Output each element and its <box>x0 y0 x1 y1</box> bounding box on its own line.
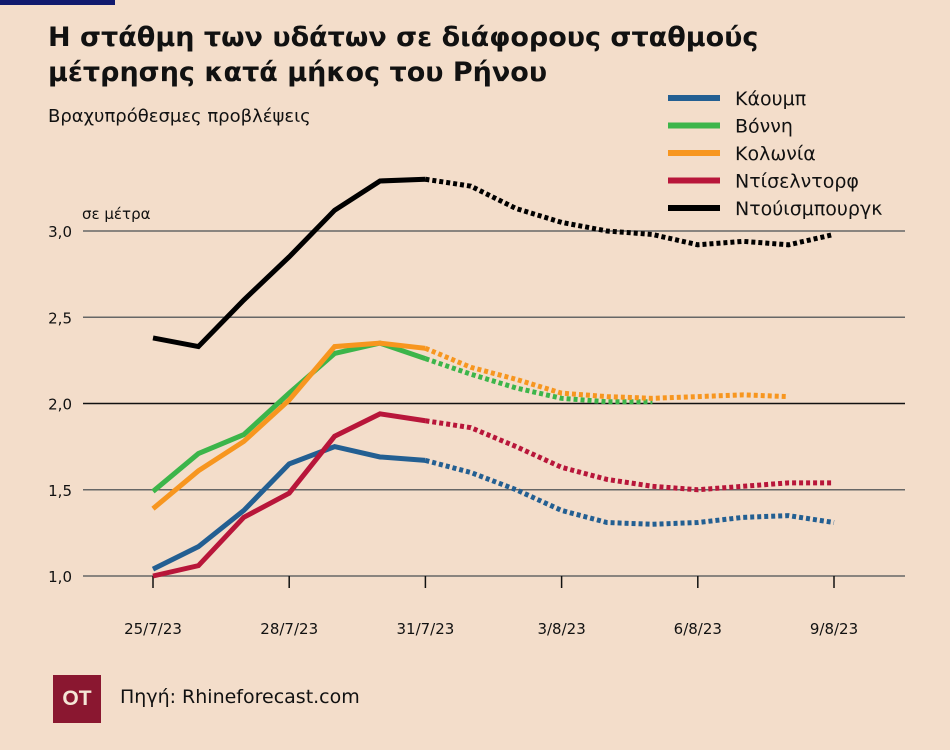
x-tick-label: 28/7/23 <box>260 620 318 638</box>
y-tick-label: 3,0 <box>48 223 72 241</box>
x-tick-label: 31/7/23 <box>396 620 454 638</box>
series-forecast-line <box>425 418 834 493</box>
grid <box>83 230 905 577</box>
legend-label: Βόννη <box>735 116 793 138</box>
legend-label: Ντίσελντορφ <box>735 171 859 193</box>
series-observed-line <box>151 340 427 494</box>
y-tick-label: 1,0 <box>48 568 72 586</box>
legend-label: Κολωνία <box>735 143 816 165</box>
legend: Κάουμπ Βόννη Κολωνία Ντίσελντορφ Ντούισμπουρ… <box>668 88 882 220</box>
line-chart: 1,0 1,5 2,0 2,5 3,0 σε μέτρα 25/7/23 28/7/23 3… <box>48 88 905 638</box>
series-observed-line <box>151 340 426 511</box>
x-tick-label: 9/8/23 <box>810 620 858 638</box>
y-tick-label: 1,5 <box>48 482 72 500</box>
y-tick-label: 2,0 <box>48 396 72 414</box>
accent-bar <box>0 0 115 5</box>
x-tick-label: 25/7/23 <box>124 620 182 638</box>
y-tick-label: 2,5 <box>48 309 72 327</box>
series-forecast-line <box>424 458 835 527</box>
series-forecast-line <box>425 176 835 248</box>
x-tick-label: 3/8/23 <box>537 620 585 638</box>
source-note: Πηγή: Rhineforecast.com <box>120 686 360 708</box>
legend-label: Ντούισμπουργκ <box>735 198 882 220</box>
series-observed-line <box>151 444 426 572</box>
x-axis: 25/7/23 28/7/23 31/7/23 3/8/23 6/8/23 9/8/23 <box>124 576 858 638</box>
y-axis: 1,0 1,5 2,0 2,5 3,0 <box>48 223 72 586</box>
legend-label: Κάουμπ <box>735 88 806 110</box>
series-forecast-line <box>424 345 789 401</box>
chart-title: Η στάθμη των υδάτων σε διάφορους σταθμού… <box>48 22 759 88</box>
chart-subtitle: Βραχυπρόθεσμες προβλέψεις <box>48 106 311 127</box>
x-tick-label: 6/8/23 <box>674 620 722 638</box>
series-lines <box>151 176 835 579</box>
series-observed-line <box>152 176 426 350</box>
brand-logo: OT <box>53 675 101 723</box>
y-axis-label: σε μέτρα <box>82 205 151 223</box>
